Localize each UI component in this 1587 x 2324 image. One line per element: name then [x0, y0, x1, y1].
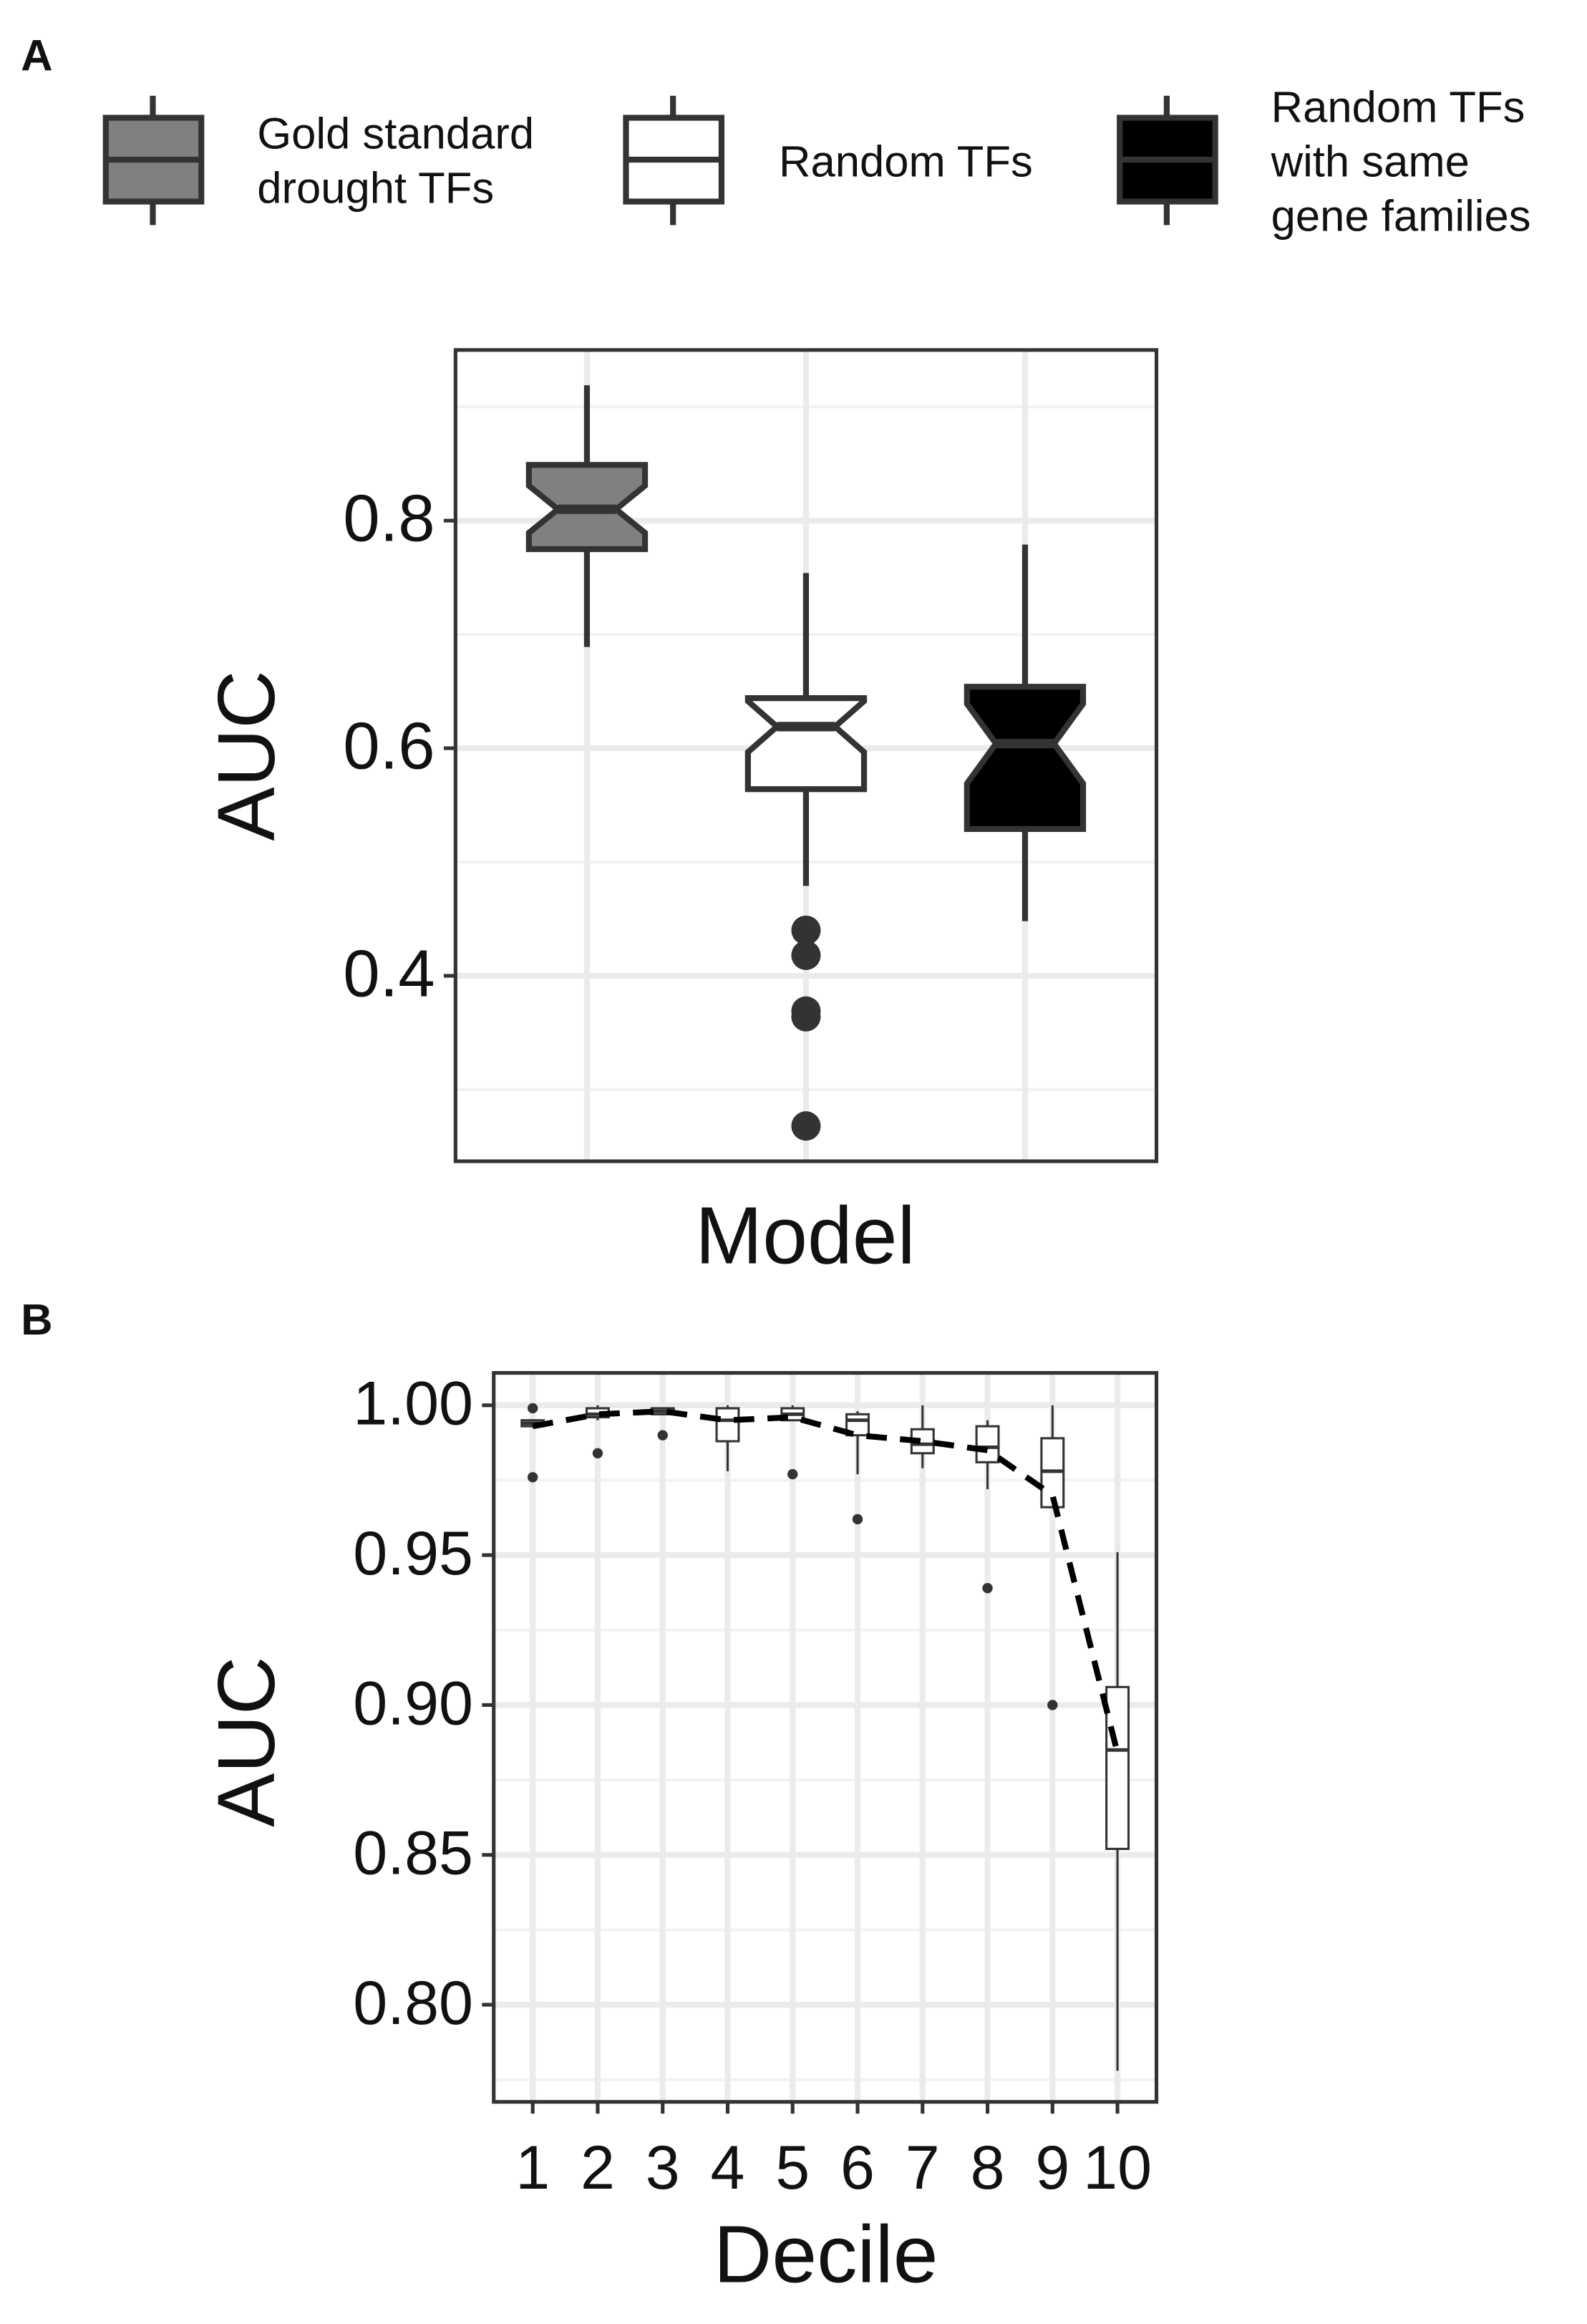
- legend-label: Gold standard drought TFs: [257, 110, 535, 213]
- y-tick-label: 0.4: [343, 936, 435, 1010]
- x-tick-label: 4: [711, 2134, 745, 2202]
- y-tick-label: 0.90: [353, 1669, 473, 1738]
- box: [744, 695, 868, 793]
- y-tick-label: 0.85: [353, 1819, 473, 1888]
- legend-entry: Random TFs with same gene families: [1271, 83, 1531, 241]
- x-tick-label: 8: [971, 2134, 1005, 2202]
- panel-label: B: [21, 1295, 52, 1345]
- outlier: [791, 915, 821, 945]
- panel-label: A: [21, 32, 52, 81]
- outlier: [592, 1448, 603, 1458]
- legend-entry: Random TFs: [778, 137, 1033, 186]
- y-tick-label: 0.95: [353, 1519, 473, 1588]
- outlier: [982, 1582, 993, 1594]
- y-tick-label: 1.00: [353, 1370, 473, 1438]
- outlier: [791, 940, 821, 970]
- panel-border: [492, 1371, 1159, 2104]
- x-axis-title: Decile: [714, 2209, 938, 2299]
- outlier: [852, 1514, 863, 1525]
- x-tick-label: 7: [906, 2134, 940, 2202]
- box: [845, 1413, 870, 1437]
- x-axis-title: Model: [695, 1191, 915, 1281]
- x-tick-label: 1: [515, 2134, 550, 2202]
- x-tick-label: 2: [581, 2134, 615, 2202]
- outlier: [787, 1468, 798, 1480]
- y-axis-title: AUC: [201, 1657, 291, 1827]
- legend-entry: Gold standard drought TFs: [257, 110, 535, 213]
- outlier: [657, 1430, 668, 1441]
- outlier: [528, 1472, 538, 1483]
- x-tick-label: 6: [840, 2134, 875, 2202]
- x-tick-label: 10: [1083, 2134, 1152, 2202]
- y-axis-title: AUC: [201, 670, 291, 841]
- y-tick-label: 0.6: [343, 709, 435, 783]
- panel-border: [453, 348, 1159, 1163]
- y-tick-label: 0.80: [353, 1969, 473, 2038]
- box: [715, 1407, 740, 1443]
- x-tick-label: 9: [1035, 2134, 1069, 2202]
- box: [1105, 1685, 1130, 1850]
- outlier: [528, 1403, 538, 1414]
- outlier: [791, 1111, 821, 1141]
- legend-label: Random TFs: [778, 137, 1033, 186]
- box: [975, 1425, 1000, 1463]
- outlier: [791, 1002, 821, 1032]
- legend-label: Random TFs with same gene families: [1271, 83, 1531, 241]
- outlier: [1047, 1700, 1058, 1710]
- box: [964, 684, 1087, 833]
- y-tick-label: 0.8: [343, 481, 435, 556]
- x-tick-label: 3: [646, 2134, 680, 2202]
- x-tick-label: 5: [775, 2134, 810, 2202]
